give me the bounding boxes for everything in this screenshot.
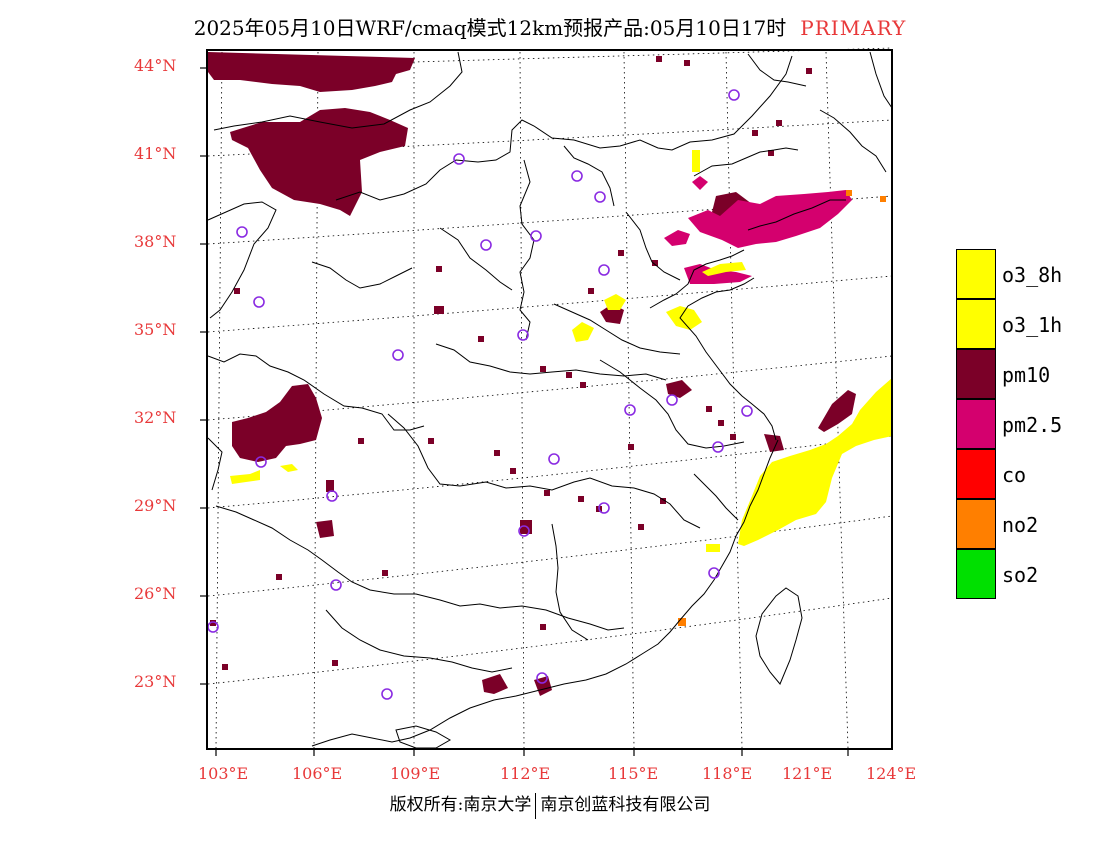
legend-swatch — [956, 449, 996, 499]
lat-label-35: 35°N — [134, 320, 177, 339]
legend-item-o3-1h: o3_1h — [956, 299, 1096, 349]
legend-label: so2 — [1002, 563, 1039, 587]
legend-item-pm10: pm10 — [956, 349, 1096, 399]
legend-label: co — [1002, 463, 1027, 487]
legend-swatch — [956, 299, 996, 349]
axis-ticks — [200, 67, 849, 756]
boundaries — [207, 51, 893, 749]
legend-label: o3_8h — [1002, 263, 1063, 287]
lat-label-26: 26°N — [134, 584, 177, 603]
legend-swatch — [956, 249, 996, 299]
lat-label-38: 38°N — [134, 232, 177, 251]
lon-label-118: 118°E — [702, 764, 753, 783]
copyright-owner: 版权所有:南京大学 — [389, 795, 532, 815]
scattered-pm10-pixels — [210, 56, 812, 670]
copyright-footer: 版权所有:南京大学 南京创蓝科技有限公司 — [0, 790, 1100, 819]
lat-label-23: 23°N — [134, 672, 177, 691]
lat-label-41: 41°N — [134, 144, 177, 163]
legend-swatch — [956, 399, 996, 449]
graticule — [207, 47, 893, 749]
map-frame — [206, 49, 893, 750]
legend-item-pm25: pm2.5 — [956, 399, 1096, 449]
legend-label: o3_1h — [1002, 313, 1063, 337]
pm25-areas — [664, 176, 852, 284]
legend-item-no2: no2 — [956, 499, 1096, 549]
legend-swatch — [956, 349, 996, 399]
no2-pixel — [846, 190, 852, 196]
lon-label-121: 121°E — [782, 764, 833, 783]
city-markers — [207, 89, 753, 700]
legend-item-so2: so2 — [956, 549, 1096, 599]
legend-item-o3-8h: o3_8h — [956, 249, 1096, 299]
o3-areas — [230, 150, 892, 552]
lon-label-106: 106°E — [292, 764, 343, 783]
lon-label-103: 103°E — [198, 764, 249, 783]
lat-label-44: 44°N — [134, 56, 177, 75]
title-text: 2025年05月10日WRF/cmaq模式12km预报产品:05月10日17时 — [193, 16, 787, 40]
no2-pixel — [678, 618, 686, 626]
legend-swatch — [956, 499, 996, 549]
primary-tag: PRIMARY — [800, 16, 907, 40]
no2-pixel — [880, 196, 886, 202]
legend-label: pm10 — [1002, 363, 1051, 387]
lon-label-112: 112°E — [500, 764, 551, 783]
legend-label: pm2.5 — [1002, 413, 1063, 437]
lon-label-109: 109°E — [390, 764, 441, 783]
map-title: 2025年05月10日WRF/cmaq模式12km预报产品:05月10日17时 P… — [0, 12, 1100, 41]
lat-label-29: 29°N — [134, 496, 177, 515]
legend-swatch — [956, 549, 996, 599]
legend-label: no2 — [1002, 513, 1039, 537]
lon-label-124: 124°E — [866, 764, 917, 783]
footer-separator — [535, 792, 537, 819]
copyright-company: 南京创蓝科技有限公司 — [540, 795, 711, 815]
lat-label-32: 32°N — [134, 408, 177, 427]
legend-item-co: co — [956, 449, 1096, 499]
lon-label-115: 115°E — [608, 764, 659, 783]
